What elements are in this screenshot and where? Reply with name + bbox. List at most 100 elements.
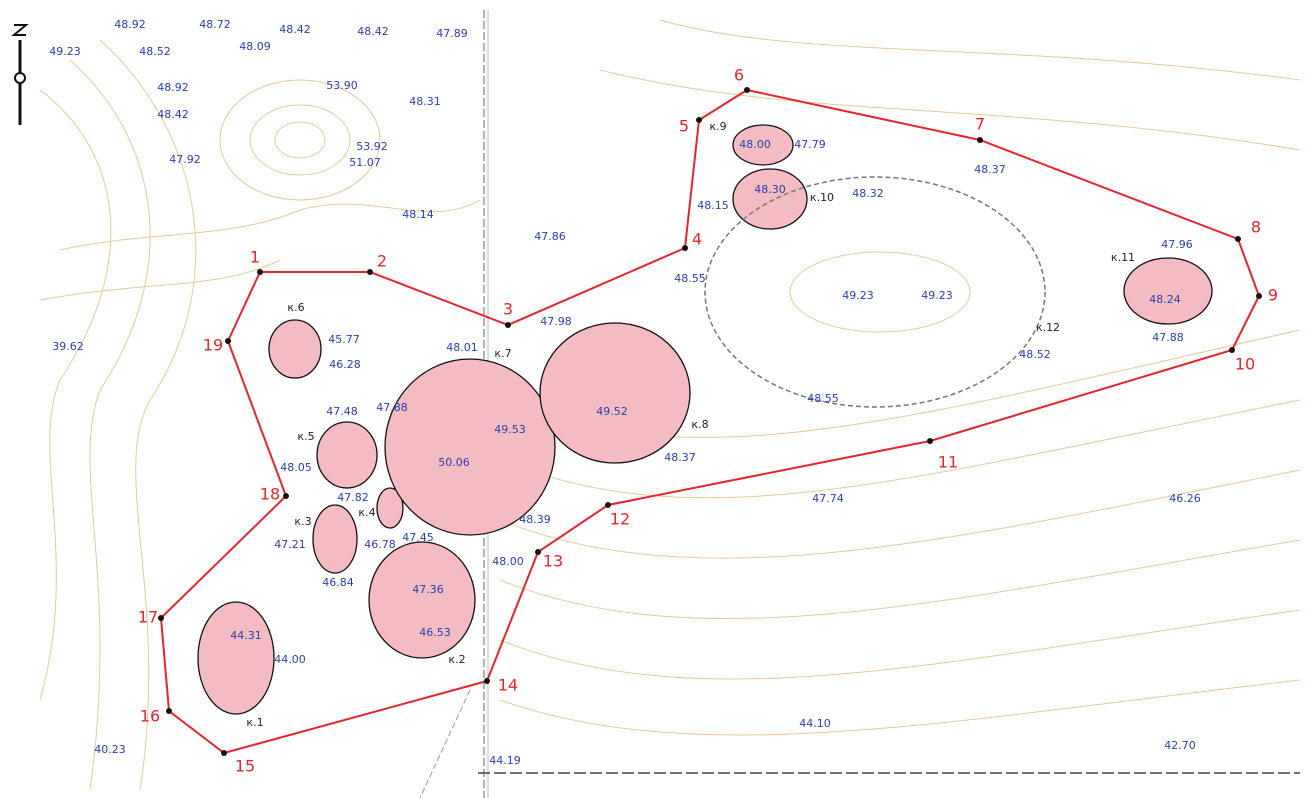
elevation: 48.00 (739, 138, 771, 151)
point-number: 1 (250, 248, 260, 267)
elevation: 47.88 (376, 401, 408, 414)
boundary-vertex (221, 750, 227, 756)
mound (733, 169, 807, 229)
elevation: 49.23 (49, 45, 81, 58)
boundary-vertex (257, 269, 263, 275)
elevation: 42.70 (1164, 739, 1196, 752)
mound (317, 422, 377, 488)
boundary-vertex (696, 117, 702, 123)
elevation: 47.92 (169, 153, 201, 166)
mound-label: к.7 (494, 347, 511, 360)
elevation: 46.53 (419, 626, 451, 639)
boundary-vertex (158, 615, 164, 621)
elevation: 48.30 (754, 183, 786, 196)
boundary-vertex (605, 502, 611, 508)
elevation: 49.23 (921, 289, 953, 302)
elevation: 50.06 (438, 456, 470, 469)
elevation: 39.62 (52, 340, 84, 353)
mound-label: к.1 (246, 716, 263, 729)
boundary-line (161, 90, 1259, 753)
elevation: 47.86 (534, 230, 566, 243)
elevation: 48.39 (519, 513, 551, 526)
road (420, 690, 470, 798)
elevation: 48.55 (674, 272, 706, 285)
point-number: 2 (377, 252, 387, 271)
boundary-vertex (927, 438, 933, 444)
point-number: 13 (543, 552, 563, 571)
elevation: 48.37 (664, 451, 696, 464)
elevation: 49.52 (596, 405, 628, 418)
boundary-vertex (367, 269, 373, 275)
point-number: 17 (138, 608, 158, 627)
elevation: 48.14 (402, 208, 434, 221)
point-number: 14 (498, 676, 518, 695)
boundary (158, 87, 1262, 756)
elevation: 48.37 (974, 163, 1006, 176)
elevation: 48.52 (139, 45, 171, 58)
elevation: 51.07 (349, 156, 381, 169)
elevation: 44.19 (489, 754, 521, 767)
boundary-vertex (505, 322, 511, 328)
boundary-vertex (484, 678, 490, 684)
boundary-vertex (225, 338, 231, 344)
mound-label: к.12 (1036, 321, 1060, 334)
mound (385, 359, 555, 535)
point-number: 10 (1235, 355, 1255, 374)
point-number: 4 (692, 230, 702, 249)
elevation: 53.90 (326, 79, 358, 92)
elevation: 46.78 (364, 538, 396, 551)
mound (198, 602, 274, 714)
mound-label: к.6 (287, 301, 304, 314)
boundary-vertex (283, 493, 289, 499)
elevation: 47.96 (1161, 238, 1193, 251)
elevation: 40.23 (94, 743, 126, 756)
elevation: 47.74 (812, 492, 844, 505)
mound (313, 505, 357, 573)
elevation: 48.42 (357, 25, 389, 38)
elevation: 48.31 (409, 95, 441, 108)
elevation: 46.26 (1169, 492, 1201, 505)
mound-label: к.5 (297, 430, 314, 443)
point-number: 5 (679, 117, 689, 136)
elevation: 48.92 (157, 81, 189, 94)
elevation: 47.88 (1152, 331, 1184, 344)
mound-label: к.10 (810, 191, 834, 204)
elevation: 48.42 (279, 23, 311, 36)
point-number: 16 (140, 707, 160, 726)
elevation: 47.48 (326, 405, 358, 418)
mound-label: к.4 (358, 506, 375, 519)
elevation: 44.00 (274, 653, 306, 666)
boundary-vertex (682, 245, 688, 251)
elevation: 48.92 (114, 18, 146, 31)
elevation: 45.77 (328, 333, 360, 346)
elevation: 44.10 (799, 717, 831, 730)
elevation: 47.98 (540, 315, 572, 328)
point-number: 3 (503, 300, 513, 319)
boundary-vertex (1256, 293, 1262, 299)
elevation: 48.55 (807, 392, 839, 405)
mound-label: к.2 (448, 653, 465, 666)
elevation: 47.36 (412, 583, 444, 596)
elevation: 48.32 (852, 187, 884, 200)
mound-label: к.8 (691, 418, 708, 431)
elevation: 48.24 (1149, 293, 1181, 306)
point-number: 18 (260, 485, 280, 504)
boundary-vertex (166, 708, 172, 714)
point-number: 7 (975, 115, 985, 134)
elevation: 48.09 (239, 40, 271, 53)
elevation: 47.79 (794, 138, 826, 151)
elevation: 47.82 (337, 491, 369, 504)
mound-label: к.9 (709, 120, 726, 133)
boundary-vertex (744, 87, 750, 93)
elevation: 49.23 (842, 289, 874, 302)
mound (1124, 258, 1212, 324)
mound-label: к.11 (1111, 251, 1135, 264)
mound-label: к.3 (294, 515, 311, 528)
point-number: 6 (734, 66, 744, 85)
boundary-vertex (977, 137, 983, 143)
point-number: 19 (203, 336, 223, 355)
elevation: 48.00 (492, 555, 524, 568)
point-number: 12 (610, 510, 630, 529)
elevation: 44.31 (230, 629, 262, 642)
point-number: 11 (938, 453, 958, 472)
